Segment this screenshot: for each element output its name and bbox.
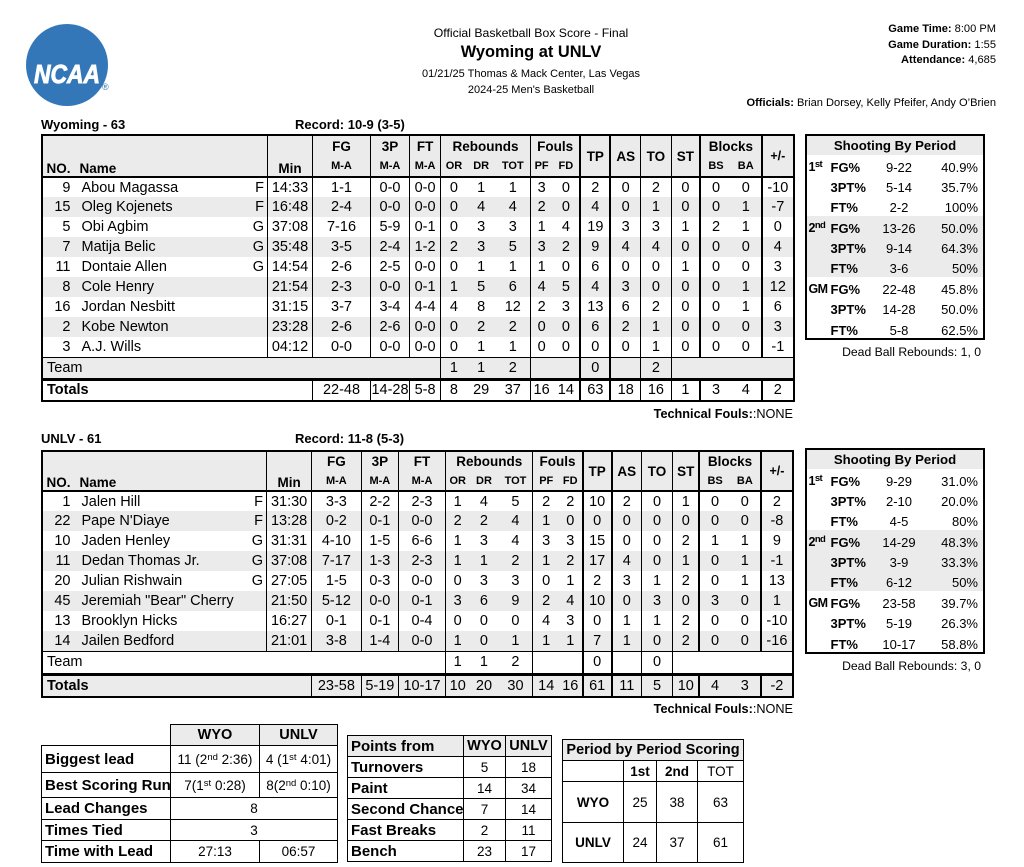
svg-text:®: ® — [102, 82, 109, 92]
svg-text:NCAA: NCAA — [34, 61, 100, 89]
